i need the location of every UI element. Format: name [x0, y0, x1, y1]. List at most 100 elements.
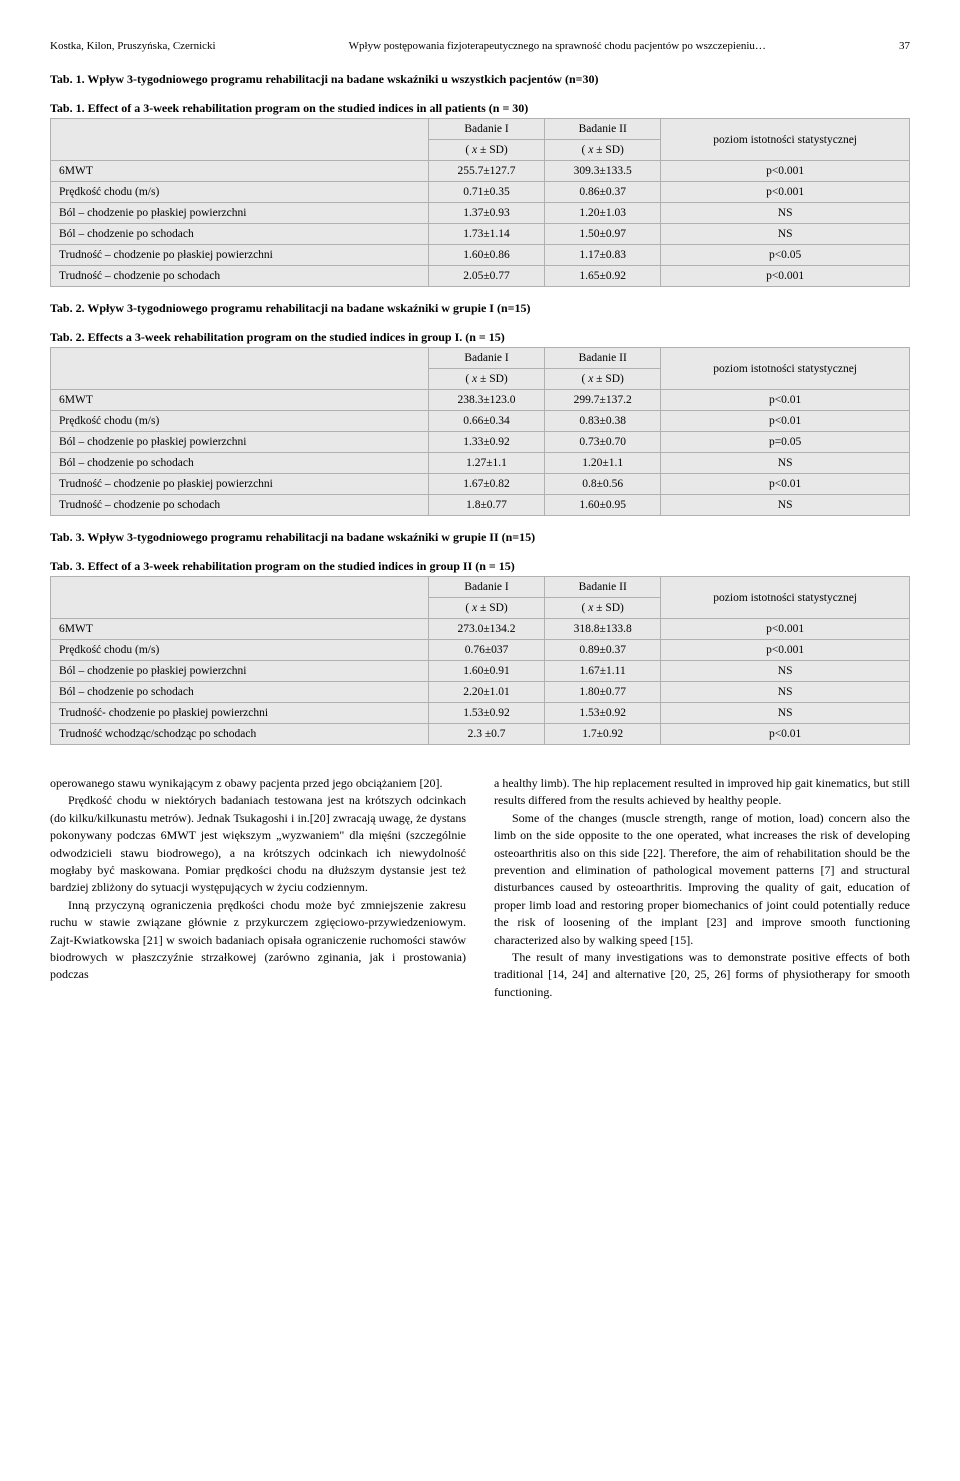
t1-r0-l: 6MWT [51, 161, 429, 182]
table1-caption-en: Tab. 1. Effect of a 3-week rehabilitatio… [50, 101, 910, 116]
t1-r1-a: 0.71±0.35 [428, 182, 544, 203]
t2-sd2: ( x ± SD) [545, 369, 661, 390]
right-p1: Some of the changes (muscle strength, ra… [494, 810, 910, 949]
t2-r5-a: 1.8±0.77 [428, 495, 544, 516]
t2-r1-l: Prędkość chodu (m/s) [51, 411, 429, 432]
header-title: Wpływ postępowania fizjoterapeutycznego … [349, 40, 766, 52]
t3-r0-p: p<0.001 [661, 619, 910, 640]
t2-r5-b: 1.60±0.95 [545, 495, 661, 516]
t1-sd2: ( x ± SD) [545, 140, 661, 161]
t2-r0-b: 299.7±137.2 [545, 390, 661, 411]
table2-caption-en: Tab. 2. Effects a 3-week rehabilitation … [50, 330, 910, 345]
t2-r4-a: 1.67±0.82 [428, 474, 544, 495]
right-p2: The result of many investigations was to… [494, 949, 910, 1001]
t3-r0-b: 318.8±133.8 [545, 619, 661, 640]
t2-sd1: ( x ± SD) [428, 369, 544, 390]
table1-caption-pl: Tab. 1. Wpływ 3-tygodniowego programu re… [50, 72, 910, 87]
t3-r4-l: Trudność- chodzenie po płaskiej powierzc… [51, 703, 429, 724]
t1-r4-l: Trudność – chodzenie po płaskiej powierz… [51, 245, 429, 266]
left-p1: Prędkość chodu w niektórych badaniach te… [50, 792, 466, 896]
t3-r5-p: p<0.01 [661, 724, 910, 745]
t1-r0-b: 309.3±133.5 [545, 161, 661, 182]
t3-sd2: ( x ± SD) [545, 598, 661, 619]
t2-r4-p: p<0.01 [661, 474, 910, 495]
t3-r3-l: Ból – chodzenie po schodach [51, 682, 429, 703]
header-authors: Kostka, Kilon, Pruszyńska, Czernicki [50, 40, 216, 52]
t2-r2-b: 0.73±0.70 [545, 432, 661, 453]
t1-r5-b: 1.65±0.92 [545, 266, 661, 287]
t3-r4-a: 1.53±0.92 [428, 703, 544, 724]
t2-r5-p: NS [661, 495, 910, 516]
t3-h2: Badanie II [545, 577, 661, 598]
t2-r2-a: 1.33±0.92 [428, 432, 544, 453]
t1-r2-l: Ból – chodzenie po płaskiej powierzchni [51, 203, 429, 224]
t1-r1-p: p<0.001 [661, 182, 910, 203]
t1-r2-b: 1.20±1.03 [545, 203, 661, 224]
t3-r5-l: Trudność wchodząc/schodząc po schodach [51, 724, 429, 745]
right-p0: a healthy limb). The hip replacement res… [494, 775, 910, 810]
t2-r2-l: Ból – chodzenie po płaskiej powierzchni [51, 432, 429, 453]
t1-r0-p: p<0.001 [661, 161, 910, 182]
t3-r4-b: 1.53±0.92 [545, 703, 661, 724]
t2-r1-p: p<0.01 [661, 411, 910, 432]
t3-r4-p: NS [661, 703, 910, 724]
table3-caption-pl: Tab. 3. Wpływ 3-tygodniowego programu re… [50, 530, 910, 545]
t2-r0-p: p<0.01 [661, 390, 910, 411]
t2-h1: Badanie I [428, 348, 544, 369]
t2-r4-l: Trudność – chodzenie po płaskiej powierz… [51, 474, 429, 495]
t2-r1-b: 0.83±0.38 [545, 411, 661, 432]
t1-r1-l: Prędkość chodu (m/s) [51, 182, 429, 203]
left-p2: Inną przyczyną ograniczenia prędkości ch… [50, 897, 466, 984]
t2-r0-a: 238.3±123.0 [428, 390, 544, 411]
t1-sd1: ( x ± SD) [428, 140, 544, 161]
t2-h3: poziom istotności statystycznej [661, 348, 910, 390]
t2-r3-a: 1.27±1.1 [428, 453, 544, 474]
t2-r3-l: Ból – chodzenie po schodach [51, 453, 429, 474]
t1-r3-a: 1.73±1.14 [428, 224, 544, 245]
t3-r1-b: 0.89±0.37 [545, 640, 661, 661]
t3-r2-l: Ból – chodzenie po płaskiej powierzchni [51, 661, 429, 682]
t3-h1: Badanie I [428, 577, 544, 598]
right-column: a healthy limb). The hip replacement res… [494, 775, 910, 1001]
t3-r3-p: NS [661, 682, 910, 703]
t1-r3-l: Ból – chodzenie po schodach [51, 224, 429, 245]
page-number: 37 [899, 40, 910, 52]
table2: Badanie I Badanie II poziom istotności s… [50, 347, 910, 516]
t2-h2: Badanie II [545, 348, 661, 369]
t3-r3-a: 2.20±1.01 [428, 682, 544, 703]
t3-r1-p: p<0.001 [661, 640, 910, 661]
t2-r0-l: 6MWT [51, 390, 429, 411]
t1-r3-p: NS [661, 224, 910, 245]
t3-r1-a: 0.76±037 [428, 640, 544, 661]
t3-r0-l: 6MWT [51, 619, 429, 640]
t3-r5-b: 1.7±0.92 [545, 724, 661, 745]
table3-caption-en: Tab. 3. Effect of a 3-week rehabilitatio… [50, 559, 910, 574]
table2-caption-pl: Tab. 2. Wpływ 3-tygodniowego programu re… [50, 301, 910, 316]
t2-r1-a: 0.66±0.34 [428, 411, 544, 432]
t3-r3-b: 1.80±0.77 [545, 682, 661, 703]
t1-r4-a: 1.60±0.86 [428, 245, 544, 266]
t1-h2: Badanie II [545, 119, 661, 140]
table1: Badanie I Badanie II poziom istotności s… [50, 118, 910, 287]
t1-r5-p: p<0.001 [661, 266, 910, 287]
t2-r5-l: Trudność – chodzenie po schodach [51, 495, 429, 516]
t1-h1: Badanie I [428, 119, 544, 140]
t1-h3: poziom istotności statystycznej [661, 119, 910, 161]
t2-r2-p: p=0.05 [661, 432, 910, 453]
running-header: Kostka, Kilon, Pruszyńska, Czernicki Wpł… [50, 40, 910, 52]
t2-r4-b: 0.8±0.56 [545, 474, 661, 495]
left-column: operowanego stawu wynikającym z obawy pa… [50, 775, 466, 1001]
t3-r2-a: 1.60±0.91 [428, 661, 544, 682]
t1-r2-a: 1.37±0.93 [428, 203, 544, 224]
t1-r3-b: 1.50±0.97 [545, 224, 661, 245]
t3-r0-a: 273.0±134.2 [428, 619, 544, 640]
t3-r2-b: 1.67±1.11 [545, 661, 661, 682]
t2-r3-p: NS [661, 453, 910, 474]
t3-h3: poziom istotności statystycznej [661, 577, 910, 619]
t1-r4-p: p<0.05 [661, 245, 910, 266]
body-columns: operowanego stawu wynikającym z obawy pa… [50, 775, 910, 1001]
t3-r1-l: Prędkość chodu (m/s) [51, 640, 429, 661]
t1-r1-b: 0.86±0.37 [545, 182, 661, 203]
t3-r5-a: 2.3 ±0.7 [428, 724, 544, 745]
table3: Badanie I Badanie II poziom istotności s… [50, 576, 910, 745]
